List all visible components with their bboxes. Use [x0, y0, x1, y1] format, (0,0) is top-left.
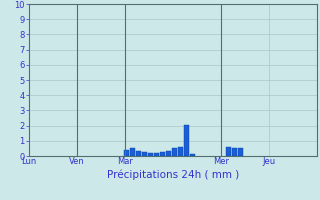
Bar — [148, 153, 153, 156]
Bar — [238, 148, 243, 156]
Bar — [136, 151, 141, 156]
Bar — [226, 147, 231, 156]
Bar — [130, 148, 135, 156]
Bar — [172, 148, 177, 156]
X-axis label: Précipitations 24h ( mm ): Précipitations 24h ( mm ) — [107, 169, 239, 180]
Bar — [142, 152, 147, 156]
Bar — [160, 152, 165, 156]
Bar — [178, 147, 183, 156]
Bar — [184, 125, 189, 156]
Bar — [124, 150, 129, 156]
Bar — [190, 154, 195, 156]
Bar — [154, 153, 159, 156]
Bar — [232, 148, 237, 156]
Bar — [166, 151, 171, 156]
